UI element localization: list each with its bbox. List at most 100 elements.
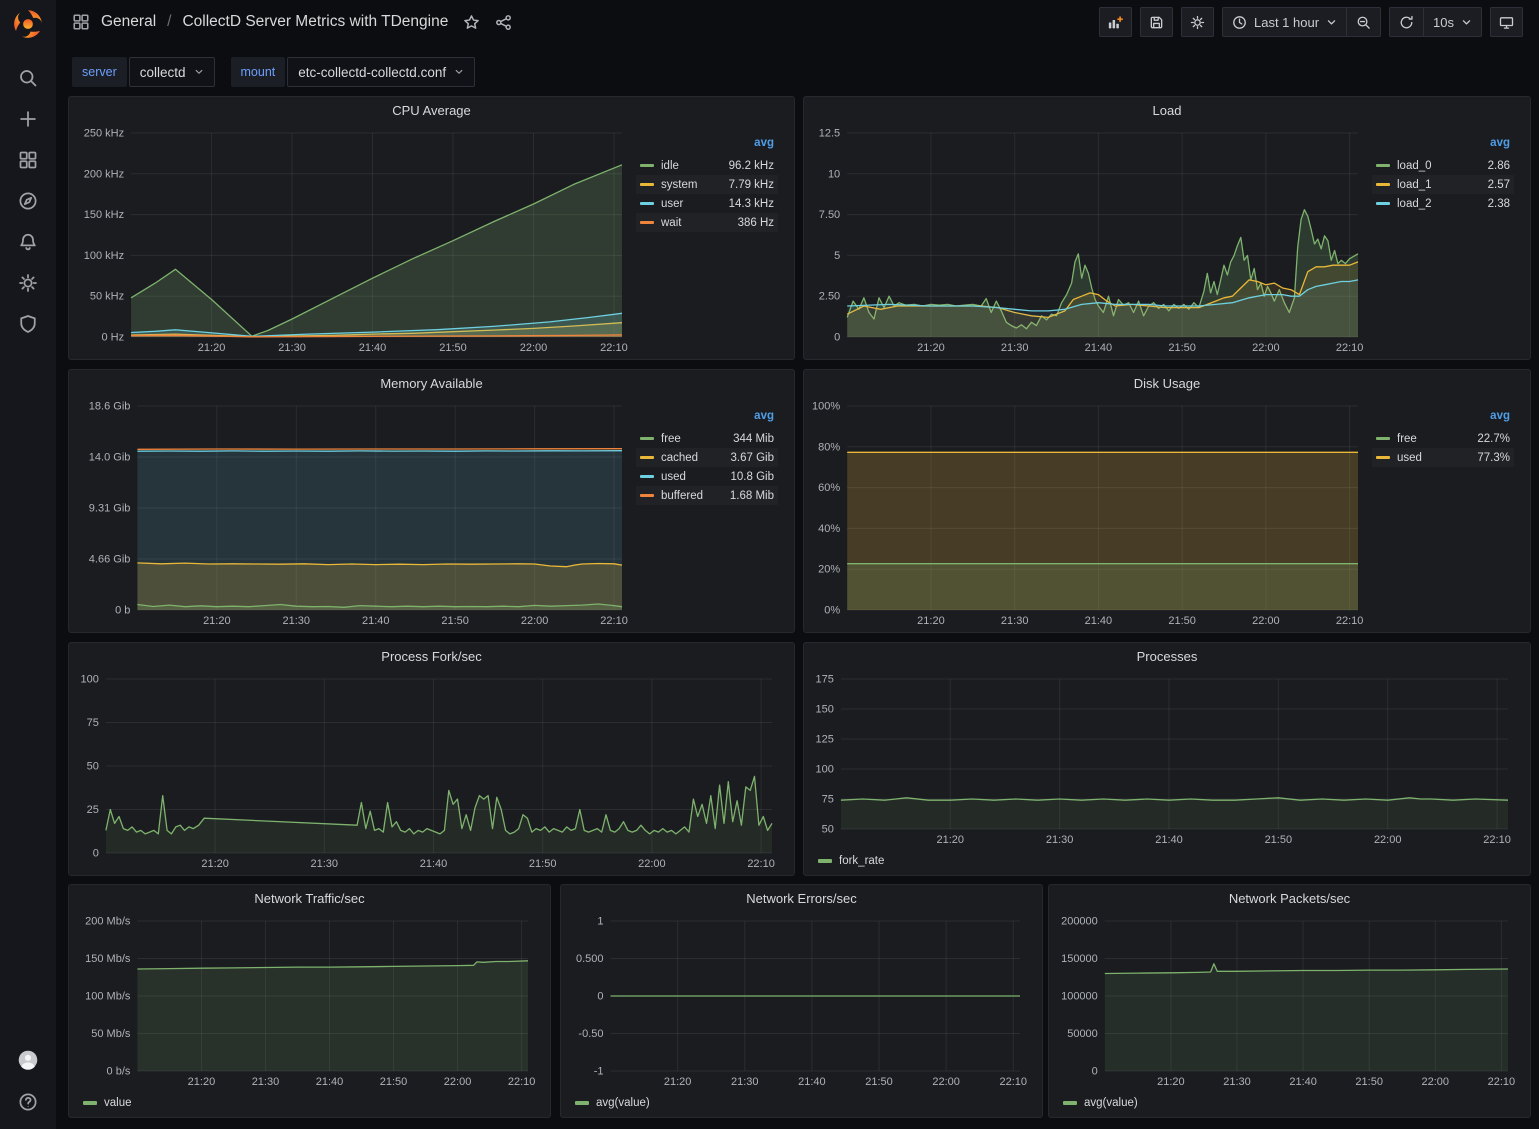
- legend-item-cached[interactable]: cached 3.67 Gib: [636, 448, 778, 467]
- svg-text:21:20: 21:20: [917, 615, 945, 627]
- refresh-interval-picker[interactable]: 10s: [1423, 8, 1481, 36]
- legend-item-used[interactable]: used 77.3%: [1372, 448, 1514, 467]
- grafana-logo[interactable]: [11, 7, 45, 41]
- network-errors-chart[interactable]: -1 -0.50 0 0.500 1 21:20 21:30 21:40 21:50 22:00 2…: [567, 911, 1034, 1091]
- panel-network-errors: Network Errors/sec -1 -0.50 0 0.500 1 21:20 21…: [560, 884, 1043, 1118]
- memory-available-chart[interactable]: 0 b 4.66 Gib 9.31 Gib 14.0 Gib 18.6 Gib 21:20…: [75, 396, 636, 630]
- legend-item-idle[interactable]: idle 96.2 kHz: [636, 156, 778, 175]
- network-packets-chart[interactable]: 0 50000 100000 150000 200000 21:20 21:30 21:40 2…: [1055, 911, 1522, 1091]
- legend-series-name[interactable]: used: [1397, 451, 1422, 464]
- breadcrumb-folder[interactable]: General: [101, 13, 157, 30]
- legend-item-load_1[interactable]: load_1 2.57: [1372, 175, 1514, 194]
- dashboard-grid-icon[interactable]: [72, 13, 90, 31]
- svg-text:21:30: 21:30: [731, 1076, 759, 1088]
- network-errors-legend[interactable]: avg(value): [561, 1093, 1042, 1117]
- legend-item-user[interactable]: user 14.3 kHz: [636, 194, 778, 213]
- panel-network-traffic: Network Traffic/sec 0 b/s 50 Mb/s 100 Mb/s…: [68, 884, 551, 1118]
- legend-series-name[interactable]: idle: [661, 159, 679, 172]
- refresh-button[interactable]: [1390, 8, 1423, 36]
- legend-series-name[interactable]: load_0: [1397, 159, 1432, 172]
- cpu-average-chart[interactable]: 0 Hz 50 kHz 100 kHz 150 kHz 200 kHz 250 kHz 21…: [75, 123, 636, 357]
- sidebar-footer: [17, 1049, 39, 1113]
- svg-text:5: 5: [834, 250, 840, 262]
- panel-disk-usage: Disk Usage 0% 20% 40% 60% 80% 100% 21:20 21:30 2…: [803, 369, 1531, 633]
- time-range-picker[interactable]: Last 1 hour: [1223, 8, 1346, 36]
- network-traffic-legend[interactable]: value: [69, 1093, 550, 1117]
- variable-mount: mount etc-collectd-collectd.conf: [230, 57, 476, 87]
- network-packets-legend[interactable]: avg(value): [1049, 1093, 1530, 1117]
- process-fork-chart[interactable]: 0 25 50 75 100 21:20 21:30 21:40 21:50 22:00 22:10: [75, 669, 786, 873]
- star-dashboard-icon[interactable]: [463, 14, 480, 31]
- panel-title[interactable]: Processes: [1136, 648, 1198, 664]
- variable-mount-selected: etc-collectd-collectd.conf: [298, 64, 447, 80]
- legend-series-name[interactable]: fork_rate: [839, 855, 885, 867]
- user-avatar[interactable]: [17, 1049, 39, 1071]
- load-chart[interactable]: 0 2.50 5 7.50 10 12.5 21:20 21:30 21:40 21:50 22:0…: [810, 123, 1372, 357]
- variable-server-value[interactable]: collectd: [128, 57, 215, 87]
- legend-item-buffered[interactable]: buffered 1.68 Mib: [636, 486, 778, 505]
- legend-series-value: 2.86: [1487, 159, 1510, 172]
- variable-mount-label: mount: [230, 57, 286, 87]
- dashboard-settings-button[interactable]: [1180, 7, 1214, 37]
- server-admin-icon[interactable]: [17, 313, 39, 335]
- legend-series-name[interactable]: system: [661, 178, 698, 191]
- configuration-icon[interactable]: [17, 272, 39, 294]
- create-icon[interactable]: [17, 108, 39, 130]
- svg-text:4.66 Gib: 4.66 Gib: [89, 553, 131, 565]
- legend-header[interactable]: avg: [754, 410, 774, 422]
- legend-series-name[interactable]: value: [104, 1097, 132, 1109]
- disk-usage-chart[interactable]: 0% 20% 40% 60% 80% 100% 21:20 21:30 21:40 21:50 22…: [810, 396, 1372, 630]
- svg-text:0 b/s: 0 b/s: [107, 1066, 131, 1078]
- legend-item-load_0[interactable]: load_0 2.86: [1372, 156, 1514, 175]
- panel-title[interactable]: Load: [1152, 102, 1182, 118]
- legend-header[interactable]: avg: [1490, 137, 1510, 149]
- share-dashboard-icon[interactable]: [495, 14, 512, 31]
- svg-text:0: 0: [1092, 1066, 1098, 1078]
- legend-series-name[interactable]: buffered: [661, 489, 703, 502]
- legend-item-wait[interactable]: wait 386 Hz: [636, 213, 778, 232]
- legend-series-name[interactable]: cached: [661, 451, 699, 464]
- panel-title[interactable]: Memory Available: [380, 375, 483, 391]
- legend-series-name[interactable]: avg(value): [1084, 1097, 1138, 1109]
- legend-header[interactable]: avg: [1490, 410, 1510, 422]
- alerting-icon[interactable]: [17, 231, 39, 253]
- legend-swatch: [1063, 1101, 1077, 1105]
- panel-title[interactable]: Network Errors/sec: [746, 890, 857, 906]
- panel-title[interactable]: Process Fork/sec: [381, 648, 482, 664]
- legend-header[interactable]: avg: [754, 137, 774, 149]
- cycle-view-button[interactable]: [1490, 7, 1523, 37]
- add-panel-icon: [1108, 15, 1123, 30]
- legend-series-name[interactable]: free: [661, 432, 681, 445]
- legend-item-used[interactable]: used 10.8 Gib: [636, 467, 778, 486]
- search-icon[interactable]: [17, 67, 39, 89]
- legend-series-name[interactable]: used: [661, 470, 686, 483]
- legend-series-name[interactable]: wait: [661, 216, 682, 229]
- legend-item-free[interactable]: free 22.7%: [1372, 429, 1514, 448]
- svg-text:21:30: 21:30: [283, 615, 311, 627]
- legend-series-name[interactable]: avg(value): [596, 1097, 650, 1109]
- legend-series-name[interactable]: free: [1397, 432, 1417, 445]
- legend-item-free[interactable]: free 344 Mib: [636, 429, 778, 448]
- save-dashboard-button[interactable]: [1139, 7, 1173, 37]
- processes-chart[interactable]: 50 75 100 125 150 175 21:20 21:30 21:40 21:50 22:0…: [810, 669, 1522, 849]
- variable-mount-value[interactable]: etc-collectd-collectd.conf: [287, 57, 476, 87]
- save-icon: [1149, 15, 1164, 30]
- processes-legend[interactable]: fork_rate: [804, 851, 1530, 875]
- zoom-out-button[interactable]: [1346, 8, 1380, 36]
- panel-title[interactable]: CPU Average: [392, 102, 471, 118]
- network-traffic-chart[interactable]: 0 b/s 50 Mb/s 100 Mb/s 150 Mb/s 200 Mb/s 21:2…: [75, 911, 542, 1091]
- svg-text:-0.50: -0.50: [578, 1028, 603, 1040]
- legend-series-name[interactable]: user: [661, 197, 684, 210]
- panel-title[interactable]: Network Traffic/sec: [254, 890, 365, 906]
- dashboards-icon[interactable]: [17, 149, 39, 171]
- legend-item-load_2[interactable]: load_2 2.38: [1372, 194, 1514, 213]
- panel-title[interactable]: Disk Usage: [1133, 375, 1201, 391]
- add-panel-button[interactable]: [1098, 7, 1132, 37]
- help-icon[interactable]: [17, 1091, 39, 1113]
- explore-icon[interactable]: [17, 190, 39, 212]
- legend-series-name[interactable]: load_2: [1397, 197, 1432, 210]
- svg-text:21:20: 21:20: [188, 1076, 216, 1088]
- panel-title[interactable]: Network Packets/sec: [1228, 890, 1351, 906]
- legend-series-name[interactable]: load_1: [1397, 178, 1432, 191]
- legend-item-system[interactable]: system 7.79 kHz: [636, 175, 778, 194]
